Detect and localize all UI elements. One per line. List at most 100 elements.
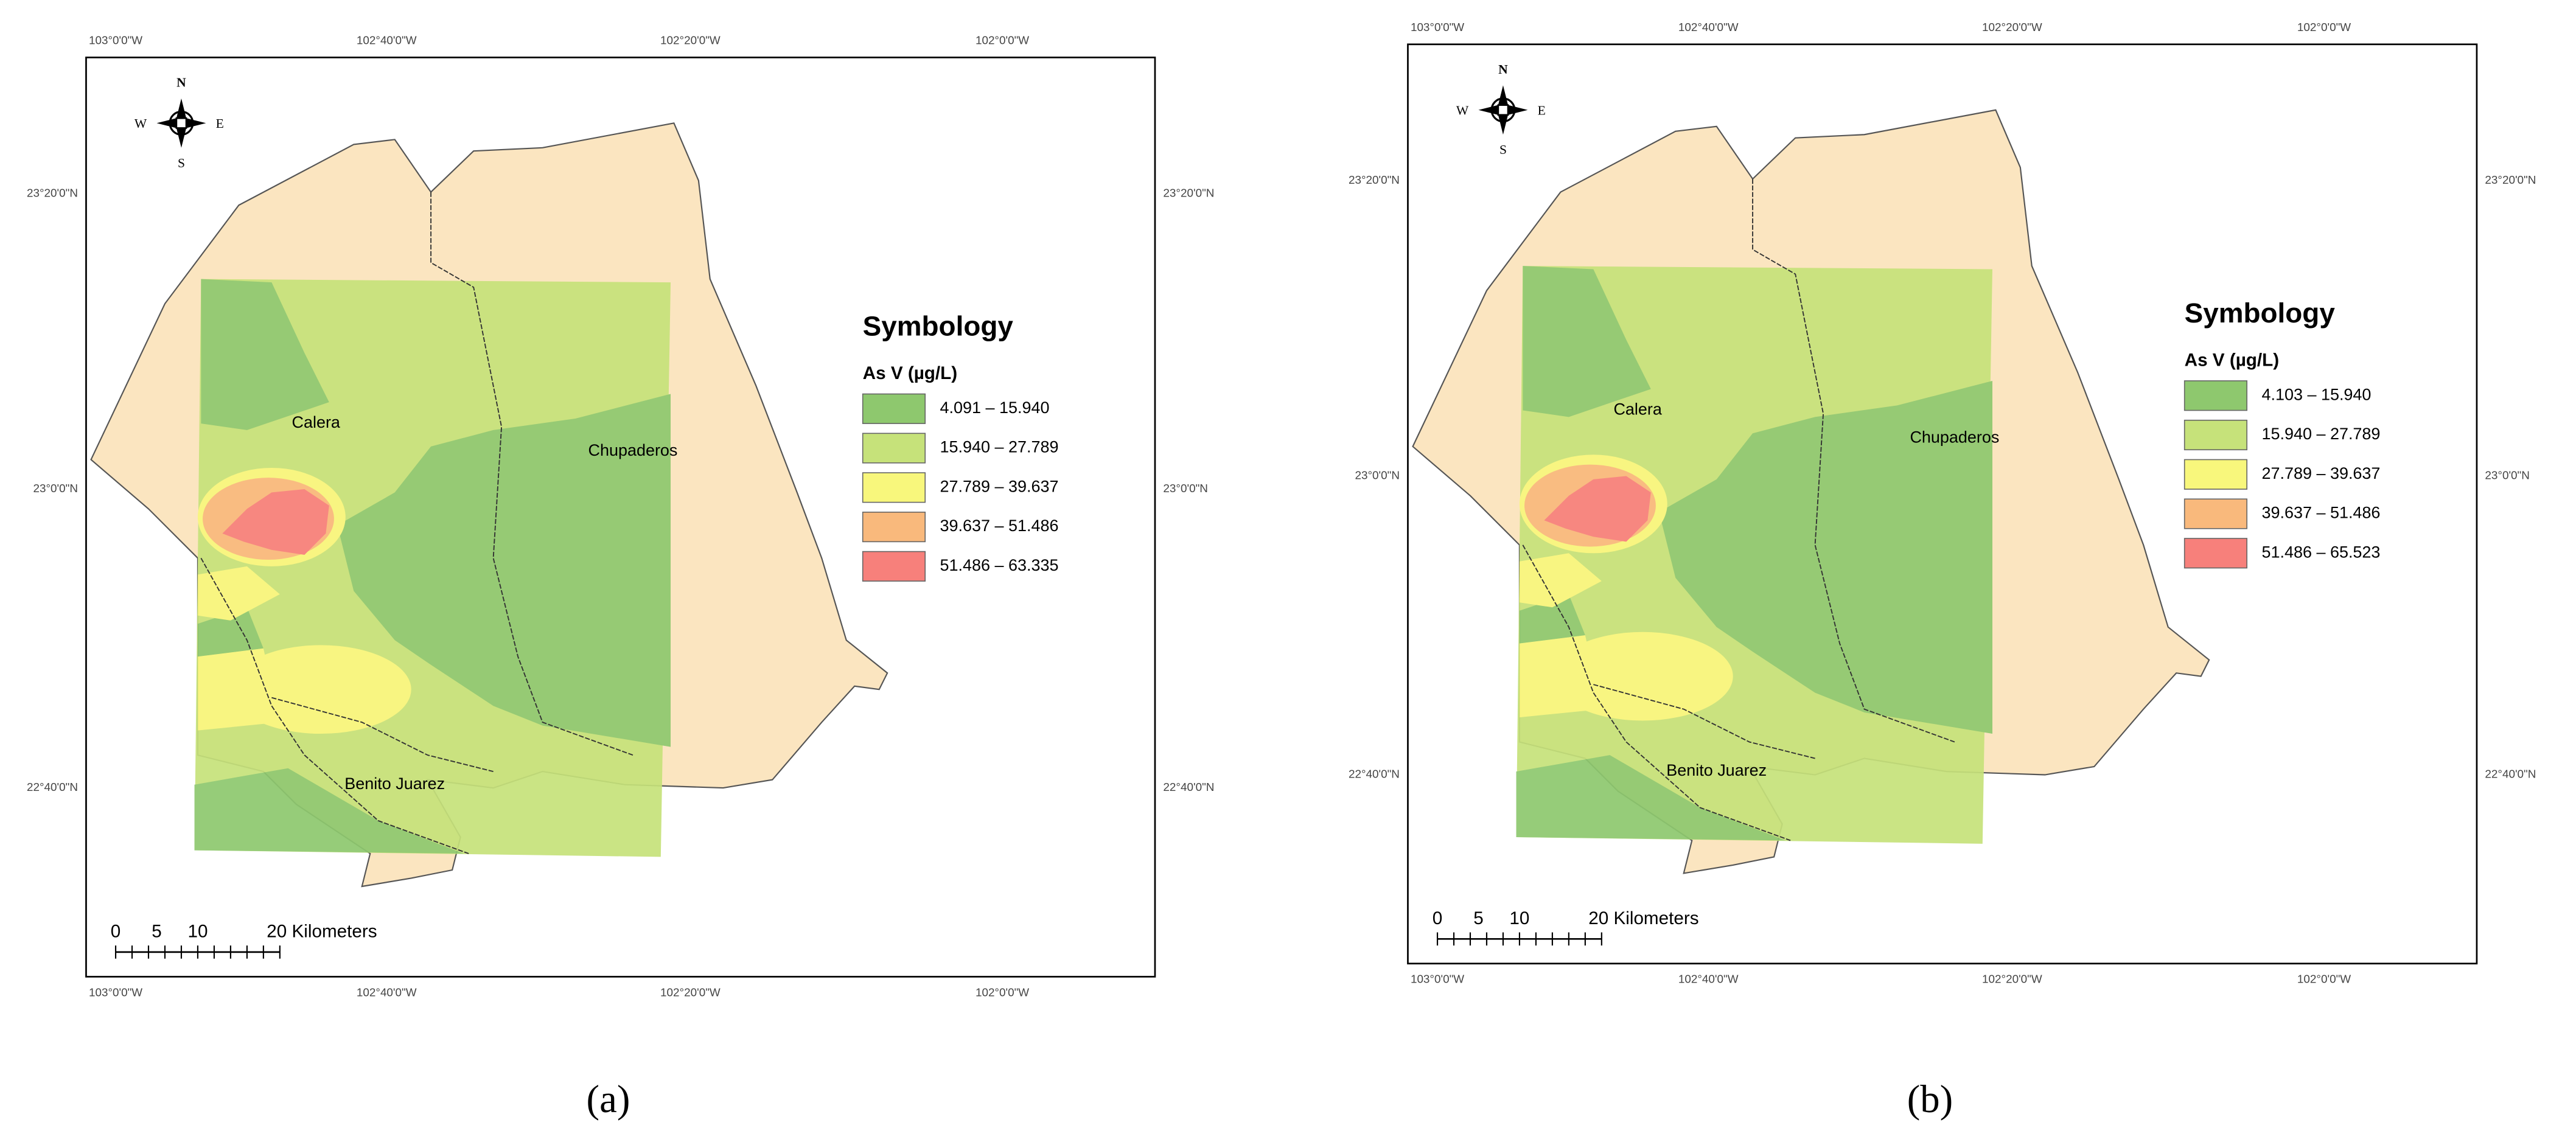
legend-subtitle: As V (µg/L) [2185, 350, 2279, 370]
north-arrow: N S E W [134, 75, 224, 170]
scale-label: 0 [111, 921, 121, 941]
class-area [197, 566, 280, 621]
north-arrow: N S E W [1456, 62, 1546, 157]
compass-letter: E [216, 116, 224, 131]
coordinate-label: 102°20'0"W [660, 986, 721, 999]
coordinate-label: 23°0'0"N [33, 482, 78, 495]
class-area [1519, 594, 1585, 644]
scale-label: 10 [187, 921, 208, 941]
class-area [1516, 755, 1786, 841]
legend-label: 27.789 – 39.637 [940, 477, 1059, 495]
coordinate-label: 103°0'0"W [1411, 973, 1464, 986]
coordinate-label: 102°20'0"W [660, 34, 721, 47]
legend-swatch [2183, 498, 2248, 529]
place-name: Benito Juarez [344, 774, 445, 793]
interpolation-surface [1516, 266, 1992, 844]
scale-label: 5 [1473, 908, 1484, 928]
compass-letter: S [178, 156, 185, 170]
municipal-boundary [430, 192, 634, 756]
class-area [1544, 476, 1651, 542]
legend-swatch [862, 433, 926, 464]
municipal-boundary [1752, 179, 1955, 743]
legend-label: 4.103 – 15.940 [2261, 385, 2371, 403]
compass-letter: W [134, 116, 147, 131]
municipal-boundary [200, 557, 469, 854]
legend-label: 39.637 – 51.486 [940, 517, 1059, 535]
coordinate-label: 102°40'0"W [1678, 21, 1739, 34]
compass-center [175, 117, 187, 129]
municipal-boundary [1522, 545, 1791, 841]
coordinate-label: 23°0'0"N [1163, 482, 1207, 495]
place-name: Calera [1613, 400, 1661, 419]
coordinate-label: 23°0'0"N [2485, 469, 2529, 482]
place-name: Calera [291, 413, 340, 431]
legend-swatch [862, 512, 926, 543]
coordinate-label: 22°40'0"N [2485, 768, 2536, 781]
coordinate-label: 23°20'0"N [27, 187, 78, 200]
legend-label: 15.940 – 27.789 [2261, 425, 2380, 443]
coordinate-label: 23°20'0"N [1349, 174, 1400, 187]
class-area [194, 768, 464, 854]
coordinate-label: 22°40'0"N [1163, 781, 1214, 794]
coordinate-label: 23°20'0"N [1163, 187, 1214, 200]
municipal-boundary [1593, 684, 1815, 759]
scale-label: 20 Kilometers [1588, 908, 1698, 928]
legend-label: 15.940 – 27.789 [940, 438, 1059, 456]
scale-label: 5 [152, 921, 162, 941]
legend-swatch [862, 472, 926, 503]
legend-swatch [2183, 419, 2248, 451]
coordinate-label: 103°0'0"W [1411, 21, 1464, 34]
municipal-boundary [271, 697, 494, 773]
legend-label: 27.789 – 39.637 [2261, 464, 2380, 482]
coordinate-label: 23°20'0"N [2485, 174, 2536, 187]
legend-title: Symbology [2185, 297, 2336, 329]
class-area [197, 607, 264, 657]
compass-letter: N [1498, 62, 1508, 77]
interpolation-surface [194, 279, 671, 857]
legend-swatch [862, 551, 926, 582]
coordinate-label: 102°40'0"W [1678, 973, 1739, 986]
scale-label: 0 [1433, 908, 1443, 928]
scale-label: 10 [1509, 908, 1529, 928]
legend-title: Symbology [863, 310, 1014, 342]
panel-label: (a) [587, 1077, 630, 1121]
class-area [1519, 553, 1602, 608]
legend-swatch [2183, 538, 2248, 569]
compass-letter: S [1499, 142, 1507, 157]
coordinate-label: 103°0'0"W [89, 986, 142, 999]
coordinate-label: 102°0'0"W [976, 986, 1029, 999]
class-area [1523, 266, 1651, 417]
class-area [222, 489, 329, 555]
coordinate-label: 102°0'0"W [976, 34, 1029, 47]
legend-label: 4.091 – 15.940 [940, 398, 1050, 417]
map-panel: Calera Chupaderos Benito Juarez 103°0'0"W 10… [27, 34, 1214, 1121]
legend-swatch [862, 393, 926, 424]
legend-label: 51.486 – 63.335 [940, 556, 1059, 574]
legend-swatch [2183, 380, 2248, 411]
place-name: Chupaderos [588, 441, 677, 459]
coordinate-label: 102°40'0"W [357, 986, 417, 999]
compass-letter: W [1456, 103, 1469, 117]
compass-center [1497, 104, 1509, 116]
class-area [1519, 635, 1602, 718]
class-area [197, 648, 280, 731]
legend-label: 39.637 – 51.486 [2261, 504, 2380, 522]
coordinate-label: 102°40'0"W [357, 34, 417, 47]
compass-letter: N [176, 75, 186, 90]
legend-label: 51.486 – 65.523 [2261, 543, 2380, 561]
class-area [1659, 380, 1992, 734]
place-name: Chupaderos [1910, 428, 1999, 447]
compass-letter: E [1538, 103, 1546, 117]
coordinate-label: 22°40'0"N [27, 781, 78, 794]
coordinate-label: 102°20'0"W [1982, 21, 2042, 34]
map-panel: Calera Chupaderos Benito Juarez 103°0'0"W 10… [1349, 21, 2536, 1121]
legend-subtitle: As V (µg/L) [863, 363, 957, 383]
coordinate-label: 103°0'0"W [89, 34, 142, 47]
coordinate-label: 23°0'0"N [1355, 469, 1399, 482]
coordinate-label: 102°0'0"W [2297, 973, 2351, 986]
class-area [201, 279, 329, 430]
coordinate-label: 102°0'0"W [2297, 21, 2351, 34]
coordinate-label: 102°20'0"W [1982, 973, 2042, 986]
